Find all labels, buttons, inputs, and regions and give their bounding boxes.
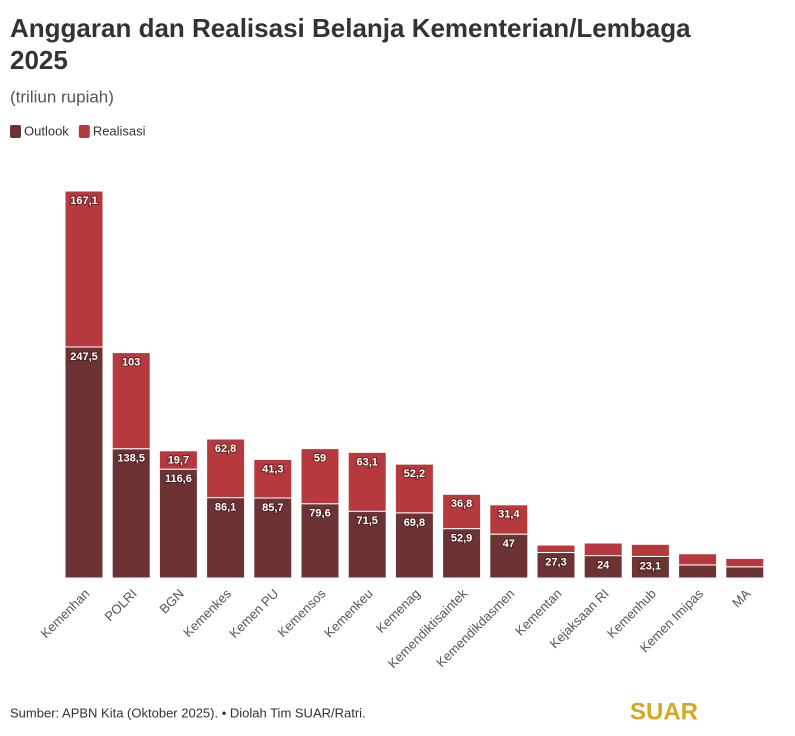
value-label: 138,5 (117, 453, 145, 465)
bar-segment (725, 566, 765, 579)
legend-label: Outlook (24, 123, 69, 138)
bar-segment (158, 450, 198, 470)
x-tick-label: Kemenhan (37, 586, 92, 641)
bar-segment (536, 544, 576, 554)
bar-segment (158, 468, 198, 579)
x-tick-label: BGN (156, 586, 187, 617)
value-label: 103 (122, 356, 140, 368)
x-tick-label: Kemenag (373, 586, 423, 636)
x-tick-label: Kemen PU (226, 586, 281, 641)
bar-segment (489, 504, 529, 535)
bar-segment (347, 510, 387, 579)
source: Sumber: APBN Kita (Oktober 2025). • Diol… (10, 705, 366, 720)
x-tick-label: POLRI (102, 586, 140, 624)
value-label: 79,6 (309, 508, 330, 520)
bar-segment (253, 458, 293, 499)
legend-swatch (78, 125, 90, 138)
bar-segment (300, 503, 340, 579)
bar-segment (678, 553, 718, 566)
chart-title: 2025 (10, 45, 68, 75)
value-label: 63,1 (356, 456, 377, 468)
chart-subtitle: (triliun rupiah) (10, 87, 114, 106)
x-tick-label: Kemensos (275, 586, 329, 640)
value-label: 47 (503, 538, 515, 550)
value-label: 41,3 (262, 463, 283, 475)
bar-segment (442, 493, 482, 530)
bar-segment (394, 512, 434, 579)
bar-segment (489, 533, 529, 579)
value-label: 247,5 (70, 351, 98, 363)
value-label: 52,9 (451, 533, 472, 545)
value-label: 36,8 (451, 498, 472, 510)
bar-segment (111, 448, 151, 579)
value-label: 167,1 (70, 195, 98, 207)
bar-segment (206, 438, 246, 499)
bar-segment (347, 451, 387, 512)
legend-label: Realisasi (93, 123, 146, 138)
value-label: 52,2 (404, 468, 425, 480)
value-label: 24 (597, 560, 610, 572)
bar-segment (725, 557, 765, 568)
value-label: 19,7 (168, 455, 189, 467)
bar-segment (300, 448, 340, 505)
logo: SUAR (630, 698, 698, 725)
bar-segment (630, 543, 670, 557)
value-label: 62,8 (215, 443, 236, 455)
value-label: 59 (314, 453, 326, 465)
x-tick-label: Kemendiktisaintek (385, 586, 471, 672)
bar-segment (64, 346, 104, 579)
value-label: 86,1 (215, 502, 236, 514)
bar-segment (111, 352, 151, 450)
bar-segment (678, 564, 718, 579)
value-label: 27,3 (545, 556, 566, 568)
bar-segment (583, 542, 623, 557)
x-tick-label: Kemenkeu (321, 586, 376, 641)
value-label: 69,8 (404, 517, 425, 529)
value-label: 71,5 (356, 515, 377, 527)
bar-segment (64, 190, 104, 348)
value-label: 85,7 (262, 502, 283, 514)
chart-title: Anggaran dan Realisasi Belanja Kementeri… (10, 13, 691, 43)
bar-segment (394, 463, 434, 514)
value-label: 116,6 (165, 473, 192, 485)
value-label: 23,1 (640, 560, 661, 572)
legend-swatch (10, 125, 21, 138)
value-label: 31,4 (498, 509, 520, 521)
x-tick-label: MA (729, 586, 754, 611)
